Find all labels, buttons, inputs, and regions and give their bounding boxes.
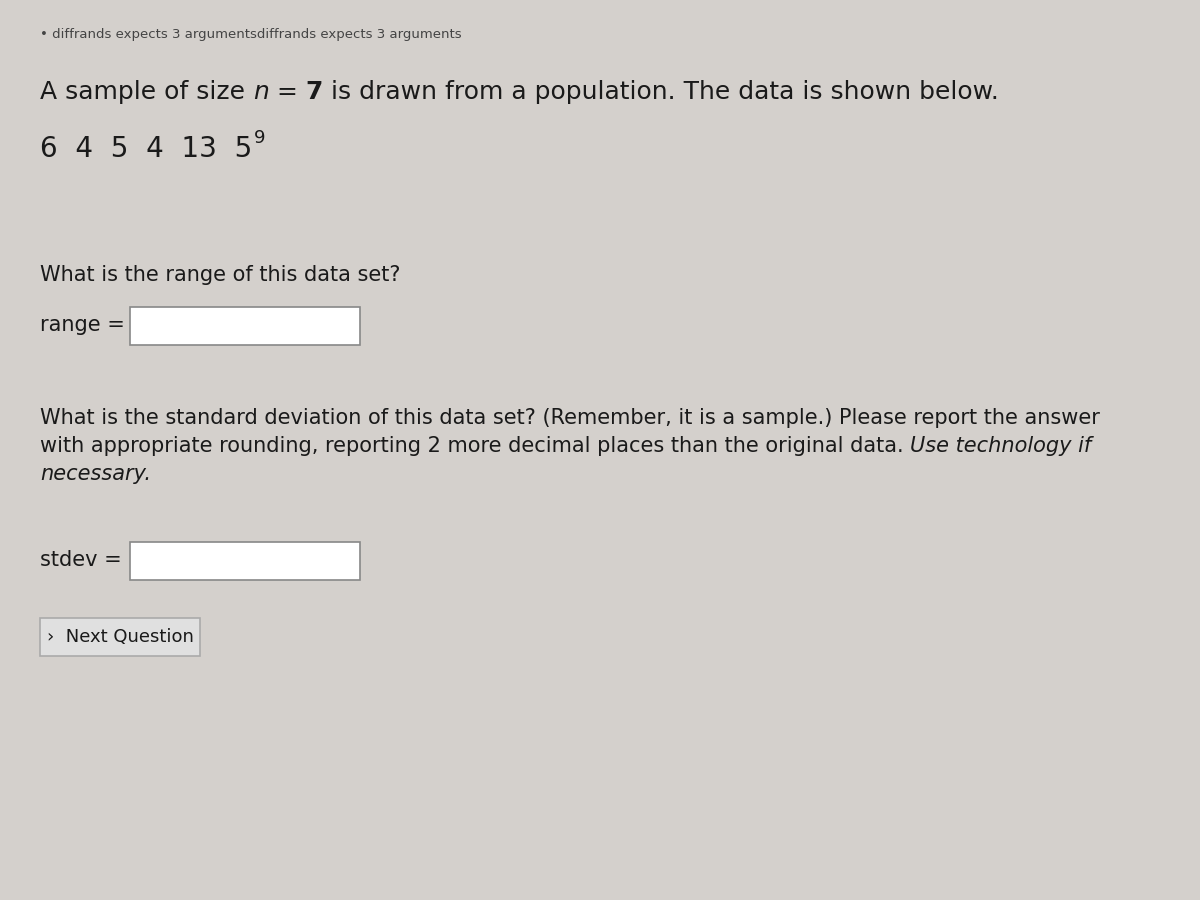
Text: A sample of size: A sample of size [40,80,253,104]
Bar [130,307,360,345]
Text: stdev =: stdev = [40,550,121,570]
Text: Use technology if: Use technology if [911,436,1092,456]
Text: with appropriate rounding, reporting 2 more decimal places than the original dat: with appropriate rounding, reporting 2 m… [40,436,911,456]
Text: What is the range of this data set?: What is the range of this data set? [40,265,401,285]
Text: =: = [269,80,306,104]
Text: 7: 7 [306,80,323,104]
Text: n: n [253,80,269,104]
Text: necessary.: necessary. [40,464,151,484]
Text: ›  Next Question: › Next Question [47,628,193,646]
Text: • diffrands expects 3 argumentsdiffrands expects 3 arguments: • diffrands expects 3 argumentsdiffrands… [40,28,462,41]
Text: range =: range = [40,315,125,335]
Text: 6  4  5  4  13  5: 6 4 5 4 13 5 [40,135,252,163]
Text: What is the standard deviation of this data set? (Remember, it is a sample.) Ple: What is the standard deviation of this d… [40,408,1100,428]
Text: 9: 9 [254,129,265,147]
Bar [40,618,200,656]
Bar [130,542,360,580]
Text: is drawn from a population. The data is shown below.: is drawn from a population. The data is … [323,80,998,104]
